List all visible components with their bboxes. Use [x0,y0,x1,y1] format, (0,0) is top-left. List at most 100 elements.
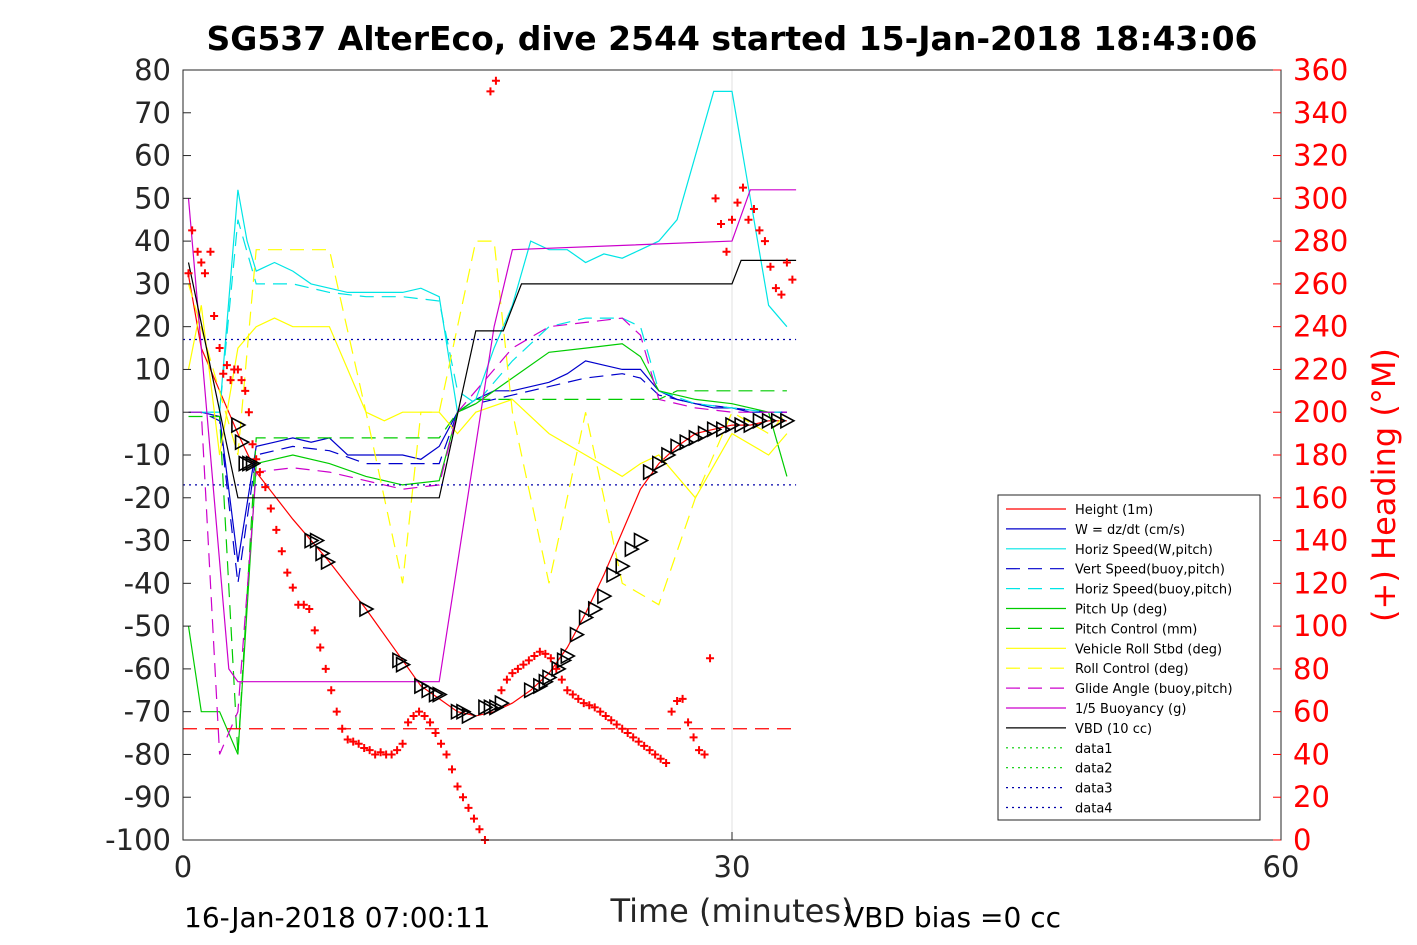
series-line-4 [188,219,787,413]
marker-triangle [551,660,567,678]
marker-triangle [456,703,472,721]
heading-point [310,626,319,635]
y-tick-label: 30 [134,267,171,301]
marker-triangle [597,587,613,605]
heading-point [210,311,219,320]
heading-point [327,686,336,695]
heading-point [744,215,753,224]
legend: Height (1m) W = dz/dt (cm/s) Horiz Speed(W… [997,494,1261,821]
y-tick-label: 50 [134,181,171,215]
heading-point [689,733,698,742]
heading-point [535,647,544,656]
chart-title: SG537 AlterEco, dive 2544 started 15-Jan… [206,19,1257,58]
heading-point [299,600,308,609]
y-tick-label: 10 [134,352,171,386]
marker-triangle [587,600,604,618]
y-tick-label: 20 [134,310,171,344]
heading-point [530,652,539,661]
footer-vbd-bias: VBD bias =0 cc [845,901,1061,934]
marker-triangle [428,686,445,703]
heading-point [546,654,555,663]
series-line-9 [188,317,787,755]
y-tick-label: 70 [134,96,171,130]
legend-label: data2 [1075,762,1113,777]
heading-point [193,247,202,256]
marker-triangle [725,416,741,434]
heading-point [766,262,775,271]
heading-point [568,690,577,699]
heading-point [305,605,314,613]
heading-point [612,720,621,729]
heading-point [771,284,780,293]
heading-point [188,226,197,235]
legend-label: data3 [1075,782,1113,797]
marker-triangle [315,545,331,562]
markers-layer [231,412,796,725]
heading-point [497,686,506,695]
marker-triangle [231,416,247,434]
x-tick-label: 60 [1263,850,1300,884]
heading-point [343,735,352,744]
heading-point [226,376,235,385]
y-right-tick-label: 200 [1293,395,1348,429]
marker-triangle [461,707,478,725]
heading-point [237,376,246,385]
marker-triangle [761,412,778,430]
y-tick-label: -10 [124,438,171,472]
heading-point [618,724,627,733]
marker-triangle [392,651,408,669]
heading-point [464,803,473,812]
x-axis-label: Time (minutes) [610,892,854,930]
heading-point [508,669,517,678]
y-right-tick-label: 120 [1293,566,1348,600]
marker-triangle [633,532,650,549]
marker-triangle [450,703,467,721]
heading-point [255,468,264,477]
y-tick-label: 40 [134,224,171,258]
heading-point [453,782,462,791]
heading-point [431,729,440,738]
x-tick-label: 30 [714,850,751,884]
heading-point [574,694,583,703]
y-right-axis-label: (+) Heading (°M) [1365,348,1403,622]
heading-point [524,656,533,665]
heading-point [579,699,588,708]
heading-point [371,750,380,759]
y-right-tick-label: 360 [1293,53,1348,87]
heading-point [667,707,676,716]
heading-point [420,711,429,720]
series-line-6 [188,390,787,755]
heading-point [442,750,451,759]
marker-triangle [770,412,787,430]
heading-point [519,660,528,669]
marker-triangle [697,425,714,442]
series-layer [183,90,797,755]
marker-triangle [245,455,262,472]
heading-point [266,504,275,513]
y-right-tick-label: 20 [1293,780,1330,814]
heading-point [409,711,418,720]
heading-point [338,724,347,733]
heading-point [733,198,742,207]
y-right-tick-label: 180 [1293,438,1348,472]
y-tick-label: -100 [105,823,171,857]
marker-triangle [624,540,641,558]
marker-triangle [688,429,705,447]
heading-point [662,759,671,767]
y-tick-label: -30 [124,524,171,558]
y-tick-label: -70 [124,695,171,729]
heading-point [272,525,281,534]
heading-point [695,746,704,755]
heading-point [233,365,242,374]
heading-point [437,739,446,748]
heading-point [502,675,511,684]
marker-triangle [716,420,732,438]
heading-point [491,76,500,85]
marker-triangle [556,651,573,669]
heading-point [219,369,228,378]
heading-point [387,750,396,759]
marker-triangle [242,455,258,472]
y-tick-label: -90 [124,780,171,814]
y-tick-label: -50 [124,609,171,643]
